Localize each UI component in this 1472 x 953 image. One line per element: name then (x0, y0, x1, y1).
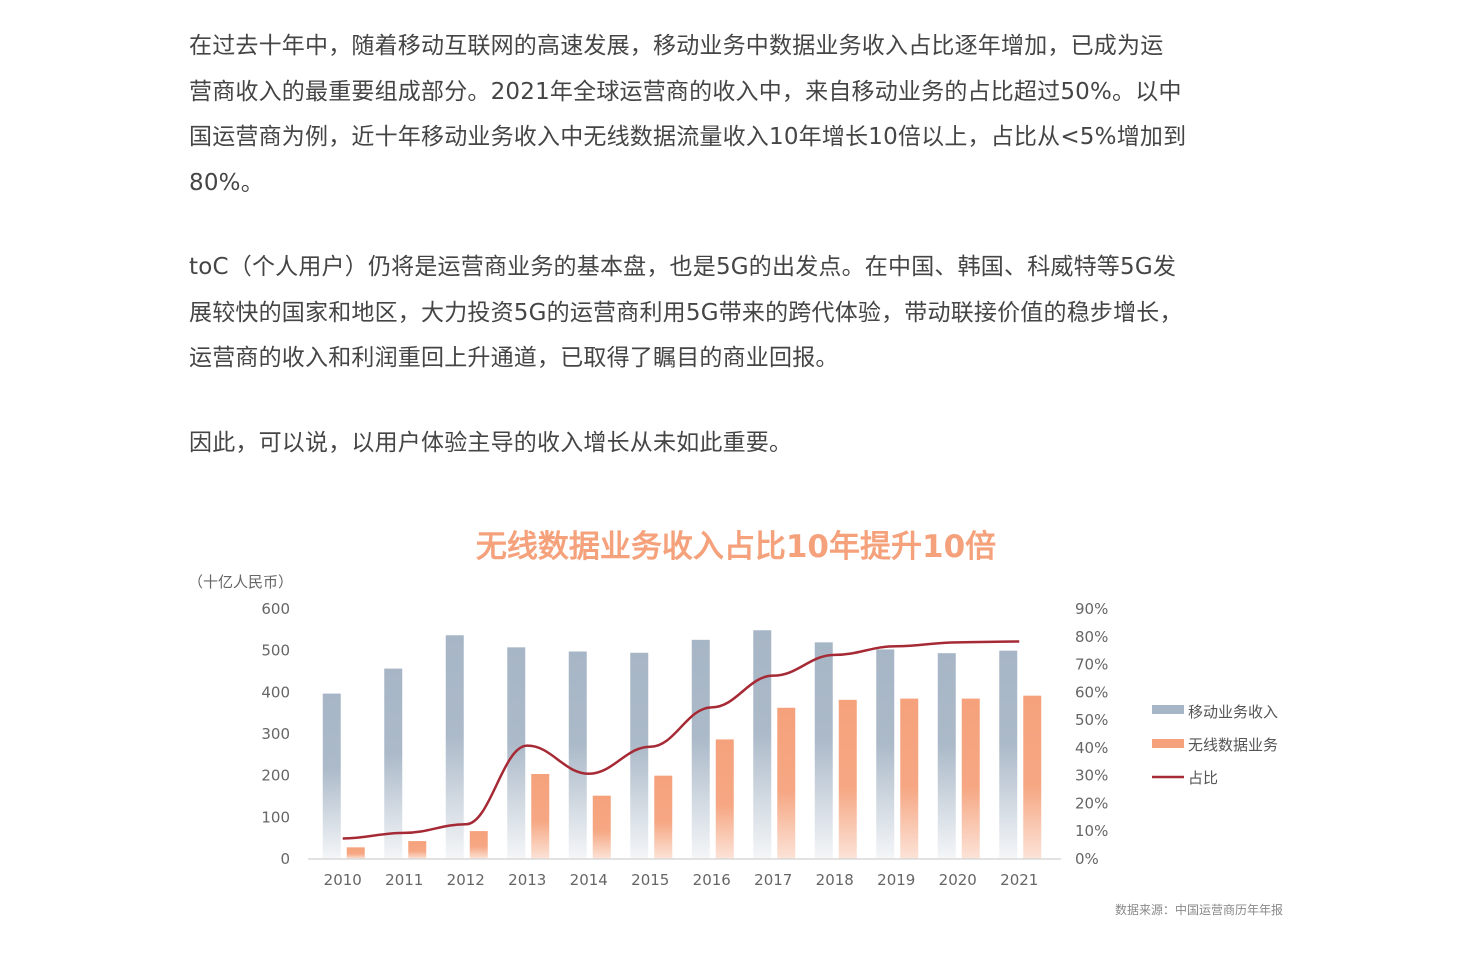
source-note: 数据来源：中国运营商历年年报 (1115, 902, 1283, 917)
x-axis-tick-label: 2011 (385, 871, 423, 889)
x-axis-tick-label: 2010 (324, 871, 362, 889)
x-axis-tick-label: 2016 (693, 871, 731, 889)
x-axis-ticks: 2010 2011 2012 2013 2014 2015 2016 2017 2018 2019… (324, 871, 1039, 889)
bar-mobile-revenue (999, 650, 1018, 859)
bar-wireless-data (1023, 695, 1042, 859)
legend-label-ratio: 占比 (1188, 769, 1218, 787)
legend-label-mobile: 移动业务收入 (1188, 703, 1278, 721)
x-axis-tick-label: 2019 (877, 871, 915, 889)
ratio-line (342, 640, 1020, 840)
legend-swatch-mobile (1152, 705, 1184, 714)
right-axis-tick-label: 90% (1075, 600, 1108, 618)
x-axis-tick-label: 2012 (447, 871, 485, 889)
left-axis-tick-label: 300 (261, 725, 290, 743)
left-axis-tick-label: 500 (261, 642, 290, 660)
right-axis-tick-label: 80% (1075, 628, 1108, 646)
left-axis-ticks: 0 100 200 300 400 500 600 (261, 600, 290, 868)
ratio-line-group (342, 640, 1020, 840)
bar-mobile-revenue (322, 693, 341, 859)
article-body: 在过去十年中，随着移动互联网的高速发展，移动业务中数据业务收入占比逐年增加，已成… (189, 24, 1289, 466)
right-axis-tick-label: 40% (1075, 739, 1108, 757)
right-axis-tick-label: 0% (1075, 850, 1099, 868)
legend-swatch-data (1152, 739, 1184, 748)
right-axis-tick-label: 60% (1075, 683, 1108, 701)
bar-mobile-revenue (630, 652, 649, 859)
bar-wireless-data (469, 831, 488, 859)
chart-title: 无线数据业务收入占比10年提升10倍 (476, 529, 996, 565)
bar-mobile-revenue (876, 649, 895, 859)
bar-wireless-data (777, 707, 796, 859)
bar-wireless-data (900, 698, 919, 859)
x-axis-tick-label: 2021 (1000, 871, 1038, 889)
right-axis-tick-label: 10% (1075, 822, 1108, 840)
left-axis-tick-label: 600 (261, 600, 290, 618)
left-axis-tick-label: 0 (280, 850, 290, 868)
x-axis-tick-label: 2015 (631, 871, 669, 889)
article-paragraph-2: toC（个人用户）仍将是运营商业务的基本盘，也是5G的出发点。在中国、韩国、科威… (189, 254, 1183, 371)
legend-item-ratio: 占比 (1152, 769, 1218, 787)
left-axis-tick-label: 200 (261, 767, 290, 785)
right-axis-tick-label: 70% (1075, 656, 1108, 674)
bar-wireless-data (838, 699, 857, 859)
bar-mobile-revenue (937, 653, 956, 859)
bar-mobile-revenue (384, 668, 403, 859)
article-paragraph-1: 在过去十年中，随着移动互联网的高速发展，移动业务中数据业务收入占比逐年增加，已成… (189, 33, 1187, 196)
x-axis-tick-label: 2020 (939, 871, 977, 889)
bar-mobile-revenue (814, 642, 833, 859)
bar-mobile-revenue (568, 651, 587, 859)
right-axis-tick-label: 50% (1075, 711, 1108, 729)
legend-item-mobile: 移动业务收入 (1152, 703, 1278, 721)
legend-item-data: 无线数据业务 (1152, 736, 1278, 754)
bar-wireless-data (654, 775, 673, 859)
right-axis-tick-label: 20% (1075, 794, 1108, 812)
bars-group (322, 630, 1042, 859)
x-axis-tick-label: 2018 (816, 871, 854, 889)
right-axis-ticks: 0% 10% 20% 30% 40% 50% 60% 70% 80% 90% (1075, 600, 1108, 868)
bar-wireless-data (592, 795, 611, 859)
left-axis-tick-label: 100 (261, 808, 290, 826)
x-axis-tick-label: 2013 (508, 871, 546, 889)
bar-mobile-revenue (507, 647, 526, 859)
bar-wireless-data (715, 739, 734, 859)
y-axis-unit-label: （十亿人民币） (188, 573, 293, 591)
x-axis-tick-label: 2014 (570, 871, 608, 889)
bar-mobile-revenue (445, 635, 464, 859)
left-axis-tick-label: 400 (261, 683, 290, 701)
right-axis-tick-label: 30% (1075, 767, 1108, 785)
x-axis-tick-label: 2017 (754, 871, 792, 889)
bar-wireless-data (961, 698, 980, 859)
legend-label-data: 无线数据业务 (1188, 736, 1278, 754)
bar-wireless-data (408, 841, 427, 859)
legend: 移动业务收入 无线数据业务 占比 (1152, 703, 1278, 787)
bar-mobile-revenue (691, 639, 710, 859)
article-paragraph-3: 因此，可以说，以用户体验主导的收入增长从未如此重要。 (189, 429, 793, 456)
bar-mobile-revenue (753, 630, 772, 859)
bar-wireless-data (346, 847, 365, 859)
bar-wireless-data (531, 774, 550, 859)
